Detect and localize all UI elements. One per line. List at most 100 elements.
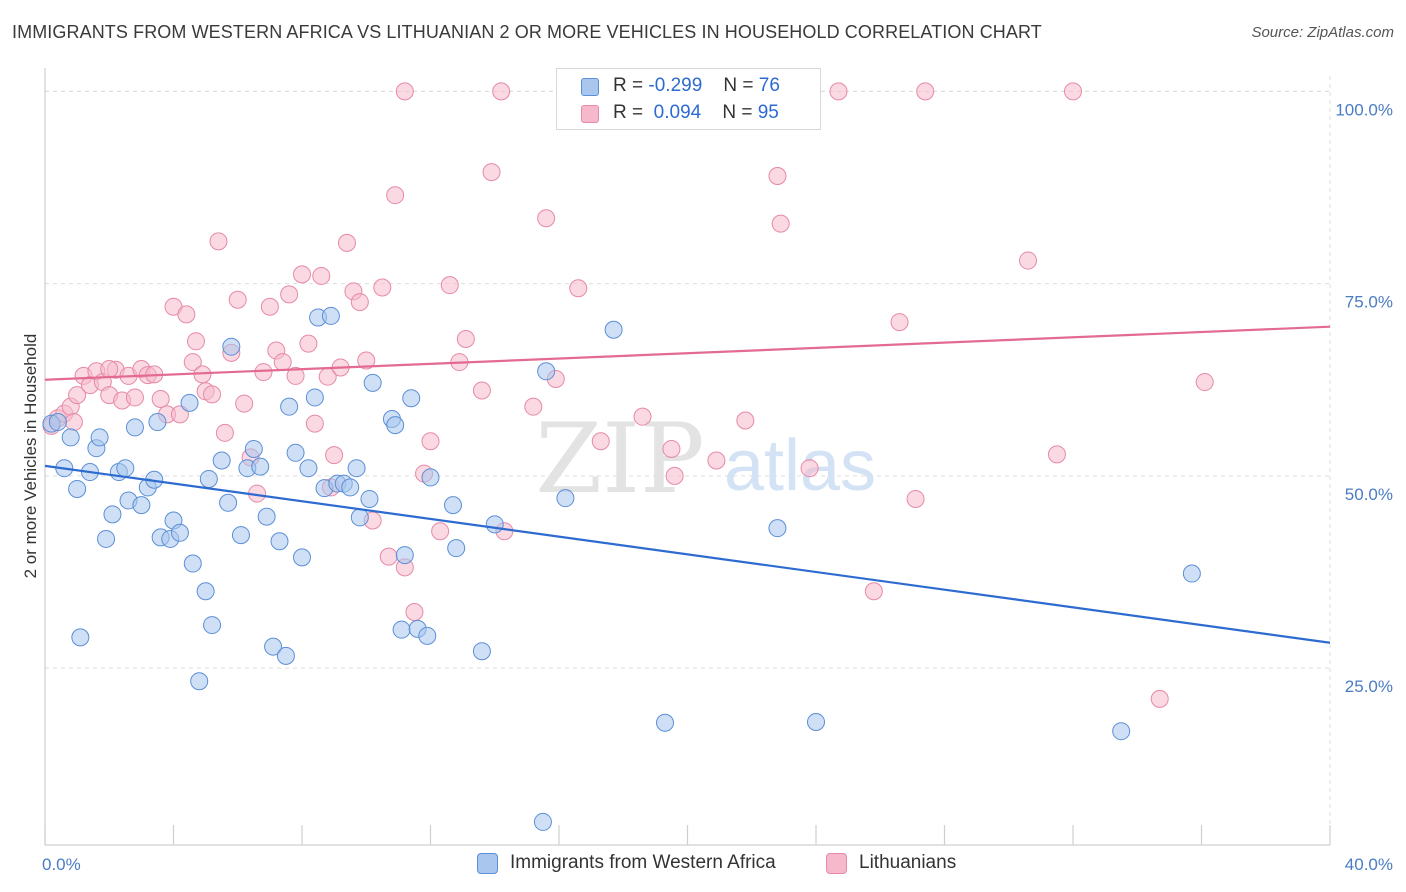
lithuanians-point <box>768 166 787 185</box>
lithuanians-point <box>312 266 331 285</box>
western-africa-point <box>305 388 324 407</box>
western-africa-point <box>286 443 305 462</box>
western-africa-point <box>321 306 340 325</box>
western-africa-point <box>264 637 283 656</box>
western-africa-trend-line <box>44 464 1331 644</box>
western-africa-point <box>132 496 151 515</box>
western-africa-point <box>472 642 491 661</box>
western-africa-point <box>97 529 116 548</box>
western-africa-point <box>280 397 299 416</box>
lithuanians-point <box>64 413 83 432</box>
lithuanians-point <box>829 82 848 101</box>
western-africa-point <box>244 439 263 458</box>
lithuanians-point <box>235 394 254 413</box>
lithuanians-point <box>177 305 196 324</box>
legend-n-value: 76 <box>758 75 780 96</box>
western-africa-point <box>363 373 382 392</box>
western-africa-point <box>604 320 623 339</box>
lithuanians-point <box>431 522 450 541</box>
legend-text: R = 0.094 N = 95 <box>613 102 779 124</box>
western-africa-point <box>48 413 67 432</box>
western-africa-point <box>103 505 122 524</box>
lithuanians-point <box>1150 689 1169 708</box>
lithuanians-point <box>203 385 222 404</box>
western-africa-point <box>350 508 369 527</box>
lithuanians-point <box>482 163 501 182</box>
legend-text: R = -0.299 N = 76 <box>613 75 780 97</box>
western-africa-point <box>276 646 295 665</box>
legend-r-value: -0.299 <box>648 75 703 96</box>
y-tick-label: 50.0% <box>1345 485 1393 504</box>
lithuanians-point <box>665 466 684 485</box>
legend-swatch-blue <box>477 853 498 874</box>
western-africa-point <box>68 479 87 498</box>
source-credit: Source: ZipAtlas.com <box>1251 24 1394 41</box>
legend-n-label: N = <box>723 75 754 96</box>
western-africa-points <box>42 306 1201 831</box>
western-africa-point <box>347 459 366 478</box>
western-africa-point <box>61 428 80 447</box>
western-africa-point <box>447 539 466 558</box>
lithuanians-point <box>299 334 318 353</box>
lithuanians-point <box>68 386 87 405</box>
lithuanians-point <box>357 351 376 370</box>
lithuanians-point <box>151 389 170 408</box>
western-africa-point <box>485 515 504 534</box>
lithuanians-point <box>736 411 755 430</box>
lithuanians-point <box>337 233 356 252</box>
lithuanians-point <box>100 359 119 378</box>
legend-swatch-pink <box>826 853 847 874</box>
lithuanians-point <box>906 489 925 508</box>
watermark: ZIP atlas <box>535 403 876 515</box>
stats-legend: R = -0.299 N = 76 R = 0.094 N = 95 <box>556 68 821 130</box>
lithuanians-point <box>215 423 234 442</box>
western-africa-point <box>392 620 411 639</box>
lithuanians-point <box>800 459 819 478</box>
western-africa-point <box>222 337 241 356</box>
legend-swatch-blue <box>581 78 599 96</box>
western-africa-point <box>341 478 360 497</box>
x-tick-label: 40.0% <box>1345 855 1393 874</box>
legend-swatch-pink <box>581 105 599 123</box>
western-africa-point <box>386 416 405 435</box>
western-africa-point <box>293 548 311 567</box>
lithuanians-point <box>286 366 305 385</box>
lithuanians-point <box>350 293 369 312</box>
lithuanians-point <box>662 439 681 458</box>
x-tick-label: 0.0% <box>42 855 81 874</box>
western-africa-point <box>299 459 318 478</box>
western-africa-point <box>148 413 167 432</box>
lithuanians-point <box>186 332 205 351</box>
lithuanians-point <box>524 397 543 416</box>
western-africa-point <box>170 523 189 542</box>
lithuanians-point <box>305 414 324 433</box>
western-africa-point <box>199 469 218 488</box>
western-africa-point <box>257 507 276 526</box>
lithuanians-point <box>456 329 475 348</box>
western-africa-point <box>418 626 437 645</box>
lithuanians-point <box>373 278 392 297</box>
western-africa-point <box>125 418 144 437</box>
western-africa-point <box>219 493 238 512</box>
western-africa-point <box>196 582 215 601</box>
lithuanians-point <box>916 82 935 101</box>
western-africa-point <box>1182 564 1201 583</box>
lithuanians-point <box>569 279 588 298</box>
western-africa-point <box>656 713 675 732</box>
western-africa-point <box>183 554 202 573</box>
western-africa-point <box>190 672 209 691</box>
western-africa-point <box>1112 722 1131 741</box>
lithuanians-point <box>537 209 556 228</box>
western-africa-point <box>180 393 199 412</box>
lithuanians-points <box>42 82 1214 708</box>
legend-n-label: N = <box>722 102 753 123</box>
lithuanians-point <box>125 388 144 407</box>
lithuanians-point <box>1064 82 1082 101</box>
lithuanians-point <box>170 405 189 424</box>
lithuanians-point <box>633 407 652 426</box>
legend-r-value: 0.094 <box>653 102 702 123</box>
lithuanians-point <box>492 82 511 101</box>
lithuanians-point <box>1047 445 1066 464</box>
y-tick-label: 25.0% <box>1345 677 1393 696</box>
western-africa-point <box>231 526 250 545</box>
